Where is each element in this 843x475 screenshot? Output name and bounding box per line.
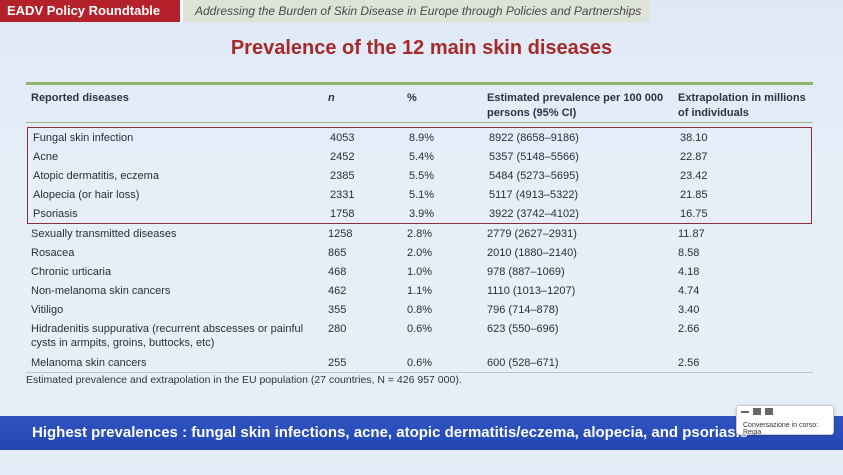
count: 1258 <box>328 228 353 240</box>
table-row: Atopic dermatitis, eczema 2385 5.5% 5484… <box>28 166 811 185</box>
prevalence: 5357 (5148–5566) <box>489 151 579 163</box>
count: 865 <box>328 247 347 259</box>
extrapolation: 4.18 <box>678 266 700 278</box>
prevalence: 623 (550–696) <box>487 323 559 335</box>
percent: 1.1% <box>407 285 433 297</box>
header-percent: % <box>407 92 417 104</box>
extrapolation: 8.58 <box>678 247 700 259</box>
disease-name: Atopic dermatitis, eczema <box>33 170 159 182</box>
prevalence-table: Reported diseases n % Estimated prevalen… <box>26 82 813 373</box>
count: 1758 <box>330 208 355 220</box>
table-top-rule <box>26 82 813 85</box>
extrapolation: 2.66 <box>678 323 700 335</box>
disease-name: Alopecia (or hair loss) <box>33 189 140 201</box>
header-n: n <box>328 92 335 104</box>
table-footnote: Estimated prevalence and extrapolation i… <box>26 374 462 386</box>
count: 2452 <box>330 151 355 163</box>
table-row: Non-melanoma skin cancers 462 1.1% 1110 … <box>26 281 813 300</box>
extrapolation: 4.74 <box>678 285 700 297</box>
prevalence: 5117 (4913–5322) <box>489 189 579 201</box>
disease-name: Chronic urticaria <box>31 266 112 278</box>
percent: 5.1% <box>409 189 435 201</box>
percent: 5.4% <box>409 151 435 163</box>
disease-name: Hidradenitis suppurativa (recurrent absc… <box>31 323 304 349</box>
percent: 3.9% <box>409 208 435 220</box>
extrapolation: 21.85 <box>680 189 708 201</box>
table-row: Psoriasis 1758 3.9% 3922 (3742–4102) 16.… <box>28 204 811 223</box>
extrapolation: 38.10 <box>680 132 708 144</box>
disease-name: Rosacea <box>31 247 75 259</box>
table-row: Hidradenitis suppurativa (recurrent absc… <box>26 319 813 353</box>
table-row: Sexually transmitted diseases 1258 2.8% … <box>26 224 813 243</box>
count: 462 <box>328 285 347 297</box>
table-row: Chronic urticaria 468 1.0% 978 (887–1069… <box>26 262 813 281</box>
count: 2385 <box>330 170 355 182</box>
disease-name: Fungal skin infection <box>33 132 134 144</box>
percent: 0.8% <box>407 304 433 316</box>
count: 280 <box>328 323 347 335</box>
extrapolation: 23.42 <box>680 170 708 182</box>
table-row: Acne 2452 5.4% 5357 (5148–5566) 22.87 <box>28 147 811 166</box>
highlight-banner: Highest prevalences : fungal skin infect… <box>0 416 843 450</box>
minimize-icon[interactable] <box>741 411 749 413</box>
prevalence: 1110 (1013–1207) <box>487 285 576 297</box>
highlighted-rows: Fungal skin infection 4053 8.9% 8922 (86… <box>27 127 812 224</box>
prevalence: 8922 (8658–9186) <box>489 132 579 144</box>
disease-name: Non-melanoma skin cancers <box>31 285 171 297</box>
extrapolation: 16.75 <box>680 208 708 220</box>
prevalence: 2779 (2627–2931) <box>487 228 577 240</box>
percent: 0.6% <box>407 357 433 369</box>
count: 255 <box>328 357 347 369</box>
percent: 1.0% <box>407 266 433 278</box>
count: 2331 <box>330 189 355 201</box>
prevalence: 3922 (3742–4102) <box>489 208 579 220</box>
percent: 8.9% <box>409 132 435 144</box>
extrapolation: 3.40 <box>678 304 700 316</box>
table-bottom-rule <box>26 372 813 373</box>
prevalence: 978 (887–1069) <box>487 266 565 278</box>
count: 468 <box>328 266 347 278</box>
header-bar: EADV Policy Roundtable Addressing the Bu… <box>0 0 650 22</box>
prevalence: 600 (528–671) <box>487 357 559 369</box>
window-icon[interactable] <box>753 408 761 415</box>
slide-title: Prevalence of the 12 main skin diseases <box>230 37 613 59</box>
table-row: Vitiligo 355 0.8% 796 (714–878) 3.40 <box>26 300 813 319</box>
header-extrapolation: Extrapolation in millions of individuals <box>678 92 806 119</box>
table-row: Fungal skin infection 4053 8.9% 8922 (86… <box>28 128 811 147</box>
table-header: Reported diseases n % Estimated prevalen… <box>26 85 813 123</box>
brand-label: EADV Policy Roundtable <box>0 0 180 22</box>
prevalence: 2010 (1880–2140) <box>487 247 577 259</box>
percent: 2.8% <box>407 228 433 240</box>
extrapolation: 2.56 <box>678 357 700 369</box>
prevalence: 5484 (5273–5695) <box>489 170 579 182</box>
percent: 2.0% <box>407 247 433 259</box>
popup-controls <box>741 408 773 415</box>
header-diseases: Reported diseases <box>31 92 129 104</box>
popup-status: Conversazione in corso: Regia <box>743 422 819 436</box>
disease-name: Sexually transmitted diseases <box>31 228 177 240</box>
percent: 5.5% <box>409 170 435 182</box>
table-row: Rosacea 865 2.0% 2010 (1880–2140) 8.58 <box>26 243 813 262</box>
prevalence: 796 (714–878) <box>487 304 559 316</box>
count: 4053 <box>330 132 355 144</box>
disease-name: Melanoma skin cancers <box>31 357 147 369</box>
header-subtitle: Addressing the Burden of Skin Disease in… <box>180 0 650 22</box>
extrapolation: 22.87 <box>680 151 708 163</box>
extrapolation: 11.87 <box>678 228 705 240</box>
meeting-popup[interactable]: Conversazione in corso: Regia <box>736 405 834 436</box>
header-prevalence: Estimated prevalence per 100 000 persons… <box>487 92 664 119</box>
disease-name: Psoriasis <box>33 208 78 220</box>
table-row: Melanoma skin cancers 255 0.6% 600 (528–… <box>26 353 813 372</box>
disease-name: Acne <box>33 151 59 163</box>
percent: 0.6% <box>407 323 433 335</box>
table-row: Alopecia (or hair loss) 2331 5.1% 5117 (… <box>28 185 811 204</box>
count: 355 <box>328 304 347 316</box>
grid-icon[interactable] <box>765 408 773 415</box>
disease-name: Vitiligo <box>31 304 64 316</box>
